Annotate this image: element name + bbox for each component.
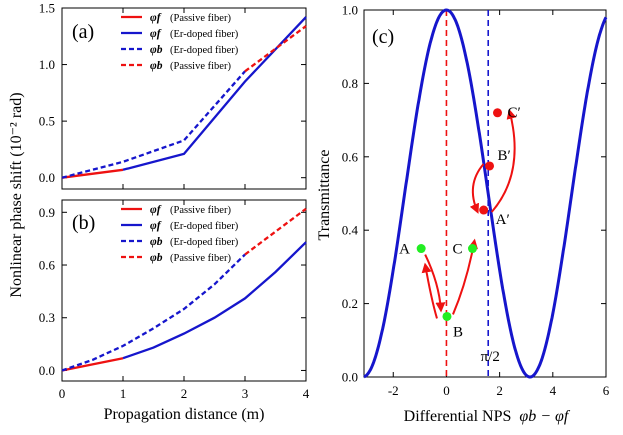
- right-y-axis-title: Transmittance: [316, 150, 333, 241]
- panela-y-tick-label: 1.5: [39, 1, 55, 16]
- panel-b-label: (b): [72, 212, 95, 234]
- panel-c-point-label: B′: [498, 148, 511, 164]
- arrow-bprime-to-aprime: [469, 163, 485, 214]
- panelb-series-line: [122, 241, 307, 360]
- panel-c-y-tick-label: 0.4: [342, 223, 359, 238]
- panel-c-point-label: C: [453, 242, 463, 258]
- panelb-x-tick-label: 1: [120, 386, 127, 401]
- panela-y-tick-label: 0.0: [39, 170, 55, 185]
- panela-series-line: [244, 25, 307, 73]
- panelb-x-tick-label: 0: [59, 386, 66, 401]
- right-x-axis-title-text: Differential NPS: [404, 408, 512, 425]
- panel-b: (b) 0 1 2 3 4 0.0 0.3 0.6 0.9 φf (Passive fiber) φ…: [39, 199, 310, 401]
- panel-c-point-label: A′: [496, 212, 510, 228]
- panela-series-line: [61, 168, 124, 179]
- arrow-a-to-b: [424, 254, 446, 313]
- panela-series-line: [122, 16, 307, 171]
- panelb-y-tick-label: 0.6: [39, 258, 56, 273]
- panela-legend-text: (Er-doped fiber): [170, 45, 239, 56]
- panelb-x-tick-label: 4: [303, 386, 310, 401]
- arrow-aprime-to-cprime: [490, 108, 517, 213]
- panel-c-y-tick-label: 1.0: [342, 3, 358, 18]
- panel-c-x-tick-label: 2: [496, 383, 503, 398]
- panel-c-transmittance-curve: [363, 8, 608, 379]
- panel-c-y-tick-label: 0.6: [342, 149, 359, 164]
- panel-c-point-label: A: [399, 242, 410, 258]
- left-x-axis-title: Propagation distance (m): [104, 406, 265, 423]
- panel-c-vline-label: π/2: [481, 349, 500, 365]
- arrow-b-to-a: [421, 262, 438, 319]
- panel-c-point-marker: [479, 205, 489, 215]
- panel-c-point-marker: [492, 108, 502, 118]
- panel-c-x-tick-label: -2: [388, 383, 399, 398]
- panel-a: (a) 0.0 0.5 1.0 1.5 φf (Passive fiber) φf (Er-…: [39, 1, 307, 190]
- panelb-y-tick-label: 0.3: [39, 310, 55, 325]
- panelb-legend-symbol: φb: [150, 252, 163, 264]
- panel-c-frame: [363, 9, 607, 378]
- panela-legend-symbol: φf: [150, 12, 162, 24]
- panelb-legend-symbol: φf: [150, 220, 162, 232]
- panel-c-y-tick-label: 0.2: [342, 296, 358, 311]
- right-x-axis-title-math: φb − φf: [519, 408, 571, 425]
- panela-y-tick-label: 1.0: [39, 57, 55, 72]
- panela-legend-symbol: φb: [150, 44, 163, 56]
- panel-c-label: (c): [372, 26, 394, 48]
- panelb-legend-text: (Er-doped fiber): [170, 237, 239, 248]
- panelb-legend-text: (Passive fiber): [170, 253, 231, 264]
- left-y-axis-title: Nonlinear phase shift (10⁻² rad): [8, 92, 25, 297]
- panelb-x-tick-label: 2: [181, 386, 188, 401]
- panelb-legend-symbol: φf: [150, 204, 162, 216]
- panel-c-x-tick-label: 6: [603, 383, 610, 398]
- panel-c: (c) -2 0 2 4 6 0.0 0.2 0.4 0.6 0.8 1.0 π/2 A B C A′ B′…: [342, 3, 610, 399]
- right-x-axis-title: Differential NPS φb − φf: [404, 408, 571, 425]
- panelb-series-line: [244, 207, 307, 256]
- panel-c-point-marker: [442, 311, 452, 321]
- panel-a-label: (a): [72, 21, 94, 43]
- panela-legend-text: (Passive fiber): [170, 13, 231, 24]
- panel-c-y-tick-label: 0.8: [342, 76, 358, 91]
- panel-c-point-marker: [416, 244, 426, 254]
- panelb-y-tick-label: 0.9: [39, 205, 55, 220]
- panel-c-x-tick-label: 0: [443, 383, 450, 398]
- panelb-series-line: [61, 357, 124, 372]
- panela-legend-symbol: φb: [150, 60, 163, 72]
- panelb-legend-text: (Passive fiber): [170, 205, 231, 216]
- panel-c-point-label: B: [453, 324, 463, 340]
- panelb-x-tick-label: 3: [242, 386, 249, 401]
- panelb-legend-symbol: φb: [150, 236, 163, 248]
- panel-c-point-marker: [468, 244, 478, 254]
- panela-legend-text: (Passive fiber): [170, 61, 231, 72]
- panela-legend-text: (Er-doped fiber): [170, 29, 239, 40]
- panel-c-x-tick-label: 4: [550, 383, 557, 398]
- panel-c-y-tick-label: 0.0: [342, 370, 358, 385]
- panelb-y-tick-label: 0.0: [39, 363, 55, 378]
- panela-legend-symbol: φf: [150, 28, 162, 40]
- panela-y-tick-label: 0.5: [39, 114, 55, 129]
- panelb-legend-text: (Er-doped fiber): [170, 221, 239, 232]
- panel-c-point-label: C′: [507, 105, 520, 121]
- panel-c-point-marker: [485, 161, 495, 171]
- panelb-series-line: [61, 253, 246, 372]
